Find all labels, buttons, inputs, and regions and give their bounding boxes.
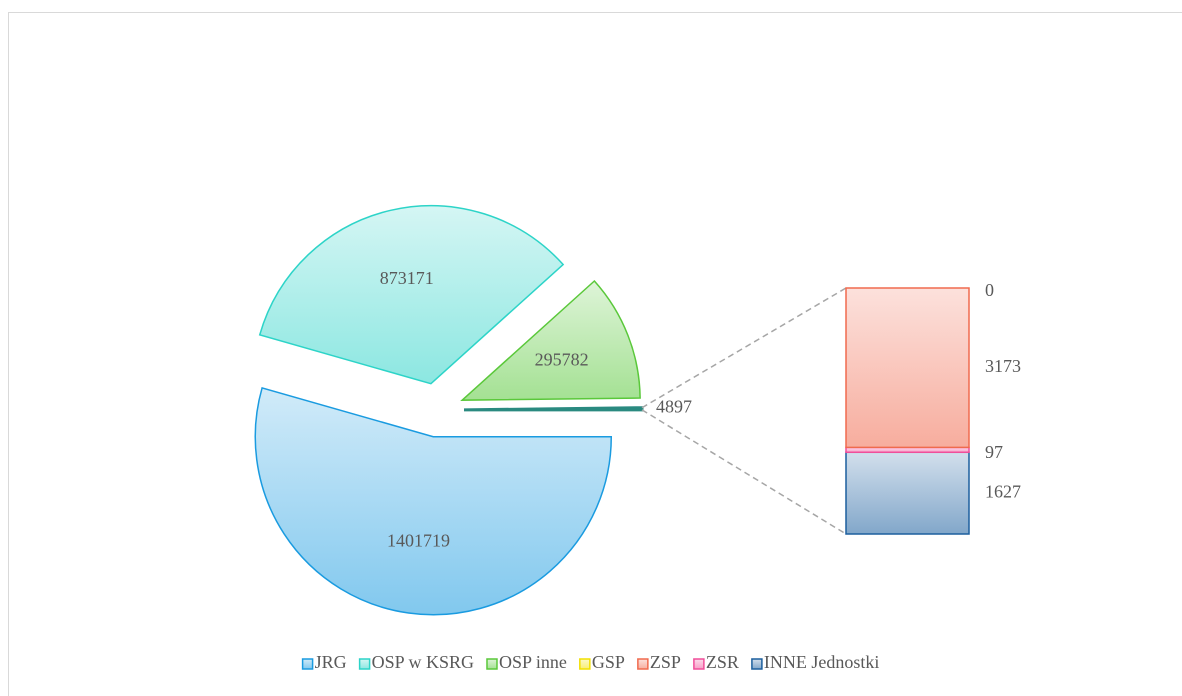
pie-slice [460, 279, 641, 401]
legend-swatch [358, 658, 371, 670]
data-label: 295782 [535, 349, 589, 369]
legend-swatch [579, 658, 591, 670]
pie-slice [254, 386, 613, 616]
legend-swatch [751, 658, 763, 670]
data-label: 1627 [985, 481, 1021, 501]
data-label: 97 [985, 442, 1003, 462]
data-label: 873171 [380, 268, 434, 288]
legend-label: JRG [315, 652, 347, 672]
legend: JRG OSP w KSRG OSP inne GSP ZSP ZSR INNE Jedno… [301, 652, 880, 672]
legend-label: OSP w KSRG [372, 652, 474, 672]
pie-slice [258, 204, 565, 385]
data-label: 4897 [656, 397, 692, 417]
legend-label: INNE Jednostki [764, 652, 880, 672]
data-label: 3173 [985, 356, 1021, 376]
legend-label: OSP inne [499, 652, 567, 672]
pie-slice-other [463, 406, 644, 412]
legend-swatch [301, 658, 314, 670]
data-label: 1401719 [387, 531, 450, 551]
legend-label: GSP [592, 652, 625, 672]
legend-swatch [637, 658, 649, 670]
legend-swatch [693, 658, 705, 670]
data-label: 0 [985, 280, 994, 300]
legend-label: ZSP [650, 652, 681, 672]
legend-label: ZSR [706, 652, 739, 672]
legend-swatch [486, 658, 498, 670]
bar-segment [845, 451, 970, 535]
bar-segment [845, 287, 970, 449]
